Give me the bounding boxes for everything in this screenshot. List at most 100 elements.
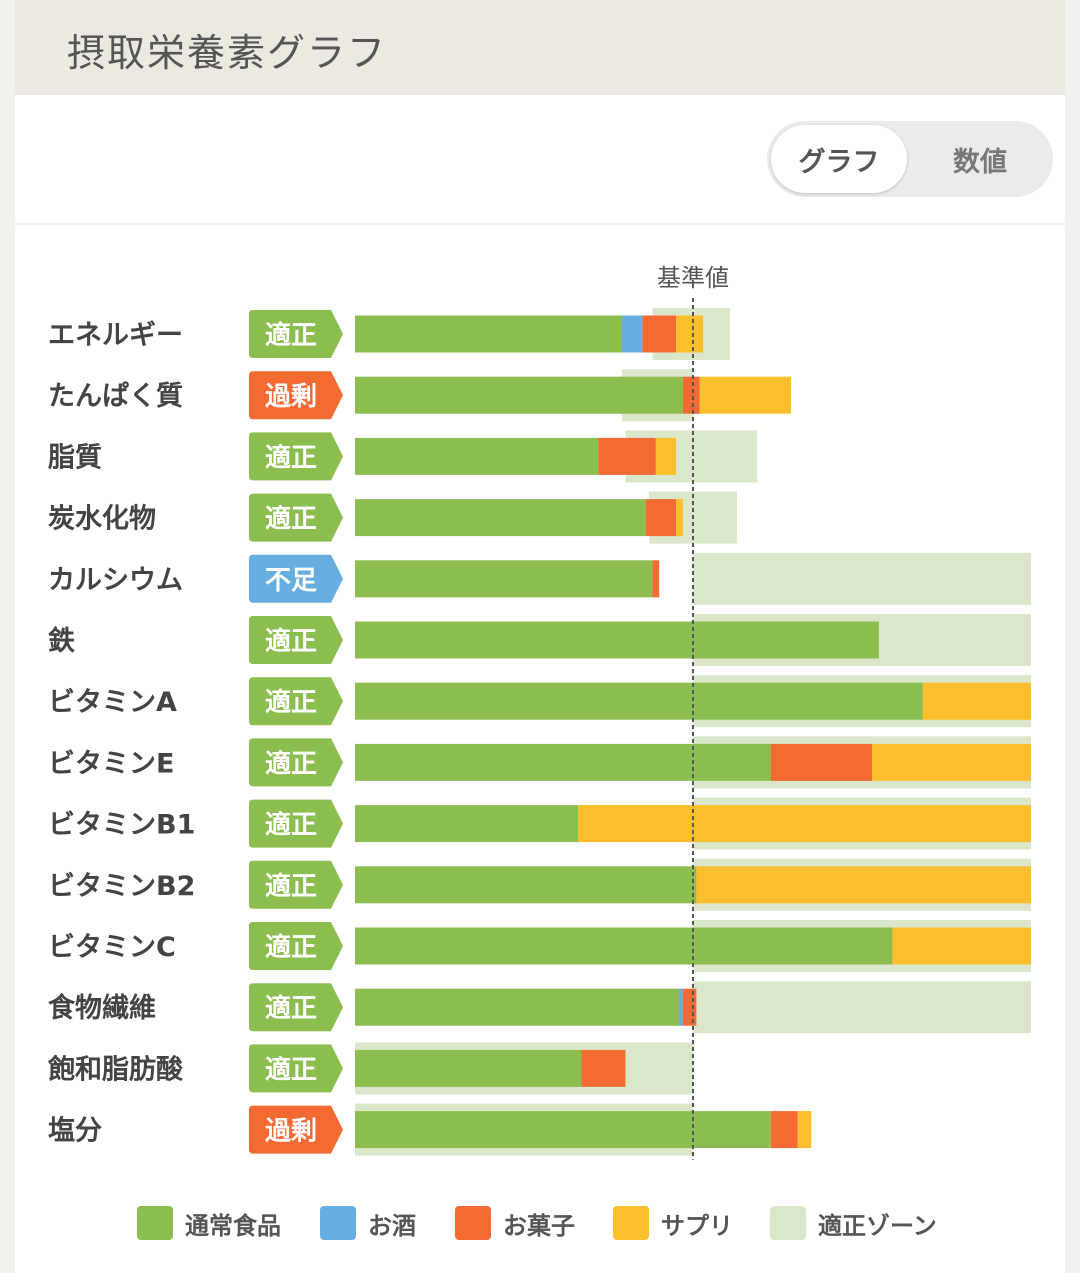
status-badge-label: 適正 — [265, 504, 317, 535]
status-badge — [249, 310, 343, 358]
toggle-graph-button[interactable]: グラフ — [771, 125, 907, 193]
nutrient-label: 食物繊維 — [48, 992, 156, 1024]
bar-segment-4 — [797, 1111, 812, 1149]
reference-label: 基準値 — [657, 264, 729, 292]
bar-segment-3 — [770, 743, 873, 781]
status-badge-label: 適正 — [265, 993, 317, 1024]
legend-label: お菓子 — [503, 1211, 575, 1240]
bar-segment-3 — [682, 988, 697, 1026]
legend-item: 適正ゾーン — [770, 1205, 937, 1241]
status-badge — [249, 860, 343, 909]
bar-segment-1 — [355, 437, 599, 475]
legend-item: お酒 — [320, 1205, 416, 1241]
status-badge — [249, 922, 343, 970]
nutrient-label: 炭水化物 — [48, 504, 156, 535]
nutrient-label: ビタミンE — [48, 748, 174, 779]
bar-segment-4 — [676, 499, 683, 537]
bar-segment-1 — [355, 805, 579, 843]
bar-segment-4 — [676, 315, 704, 353]
bar-segment-2 — [622, 315, 643, 353]
bar-segment-1 — [355, 1049, 582, 1087]
status-badge — [249, 677, 343, 726]
bar-segment-4 — [699, 376, 792, 414]
card-header: 摂取栄養素グラフ — [15, 0, 1065, 95]
status-badge-label: 適正 — [265, 687, 317, 718]
status-badge-label: 適正 — [265, 320, 317, 351]
legend-swatch — [137, 1206, 173, 1240]
nutrient-label: 塩分 — [48, 1116, 102, 1147]
bar-segment-1 — [355, 988, 680, 1026]
bar-segment-4 — [655, 437, 677, 475]
status-badge-label: 適正 — [265, 748, 317, 779]
legend-item: 通常食品 — [137, 1205, 281, 1241]
legend-item: サプリ — [613, 1205, 733, 1241]
nutrient-label: カルシウム — [48, 565, 183, 596]
legend-label: お酒 — [368, 1211, 416, 1240]
toggle-number-button[interactable]: 数値 — [953, 146, 1007, 178]
nutrient-label: 脂質 — [48, 442, 102, 473]
bar-segment-3 — [682, 376, 700, 414]
legend-label: 通常食品 — [185, 1211, 281, 1240]
status-badge-label: 過剰 — [265, 1117, 317, 1147]
page-title: 摂取栄養素グラフ — [67, 31, 388, 75]
bar-segment-3 — [652, 560, 660, 598]
bar-segment-3 — [770, 1111, 798, 1149]
nutrient-label: ビタミンB1 — [48, 810, 195, 841]
status-badge — [249, 1105, 343, 1154]
status-badge — [249, 371, 343, 420]
status-badge-label: 適正 — [265, 626, 317, 657]
bar-segment-4 — [872, 743, 1031, 781]
bar-segment-1 — [355, 621, 879, 659]
bar-segment-1 — [355, 682, 923, 720]
legend-item: お菓子 — [455, 1205, 575, 1241]
status-badge — [249, 799, 343, 848]
bar-segment-4 — [578, 805, 1031, 843]
status-badge-label: 適正 — [265, 1054, 317, 1085]
view-toggle[interactable]: グラフ 数値 — [767, 121, 1053, 197]
nutrient-label: 鉄 — [48, 625, 75, 657]
bar-segment-1 — [355, 499, 646, 537]
status-badge — [249, 1044, 343, 1093]
bar-segment-2 — [679, 988, 683, 1026]
status-badge-label: 適正 — [265, 810, 317, 841]
bar-segment-4 — [892, 927, 1031, 965]
bar-segment-3 — [642, 315, 677, 353]
status-badge — [249, 432, 343, 481]
legend-swatch — [613, 1206, 649, 1240]
status-badge — [249, 493, 343, 542]
status-badge-label: 不足 — [265, 566, 317, 596]
zone-band — [693, 981, 1031, 1034]
status-badge — [249, 983, 343, 1032]
status-badge — [249, 616, 343, 664]
status-badge — [249, 554, 343, 603]
bar-segment-4 — [696, 866, 1031, 904]
status-badge-label: 適正 — [265, 871, 317, 902]
status-badge-label: 過剰 — [265, 382, 317, 412]
bar-segment-1 — [355, 315, 623, 353]
legend-swatch — [455, 1206, 491, 1240]
bar-segment-1 — [355, 743, 771, 781]
bar-segment-4 — [922, 682, 1031, 720]
bar-segment-1 — [355, 376, 683, 414]
status-badge — [249, 738, 343, 787]
bar-segment-1 — [355, 1111, 771, 1149]
nutrient-label: ビタミンC — [48, 932, 176, 963]
bar-segment-3 — [581, 1049, 626, 1087]
nutrient-label: ビタミンB2 — [48, 871, 195, 902]
bar-segment-1 — [355, 927, 893, 965]
status-badge-label: 適正 — [265, 932, 317, 963]
bar-segment-1 — [355, 866, 697, 904]
legend-swatch — [320, 1206, 356, 1240]
nutrient-label: 飽和脂肪酸 — [48, 1053, 184, 1085]
bar-segment-3 — [598, 437, 656, 475]
nutrient-label: たんぱく質 — [48, 381, 183, 412]
zone-band — [693, 552, 1031, 605]
legend-label: 適正ゾーン — [818, 1211, 937, 1240]
nutrient-label: エネルギー — [48, 320, 183, 351]
bar-segment-1 — [355, 560, 653, 598]
divider — [15, 223, 1065, 225]
bar-segment-3 — [645, 499, 677, 537]
legend-swatch — [770, 1206, 806, 1240]
nutrient-label: ビタミンA — [48, 687, 177, 718]
